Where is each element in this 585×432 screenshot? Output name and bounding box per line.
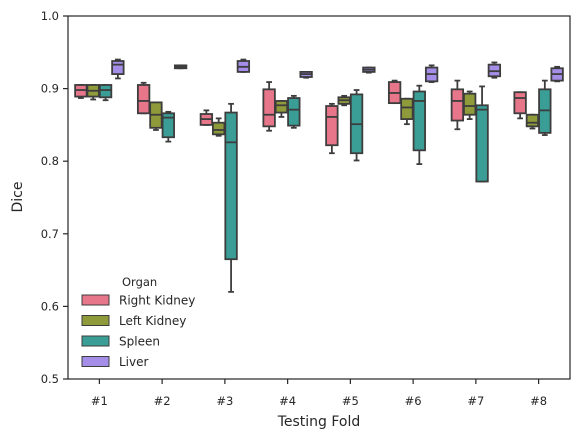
box-iqr: [98, 84, 113, 99]
x-tick-label: #7: [467, 394, 484, 408]
box: [199, 109, 214, 126]
box: [525, 113, 540, 130]
box: [299, 71, 313, 79]
y-tick-label: 0.7: [41, 227, 59, 241]
box: [262, 81, 276, 132]
box: [362, 66, 376, 74]
box: [236, 58, 251, 73]
box: [349, 89, 364, 162]
y-tick-label: 1.0: [41, 9, 59, 23]
box-iqr: [287, 97, 301, 127]
y-axis-label: Dice: [10, 182, 26, 213]
box: [287, 94, 301, 129]
plot-area: [74, 58, 564, 293]
box: [538, 79, 552, 136]
box-iqr: [463, 92, 477, 116]
box-iqr: [325, 105, 339, 147]
series-spleen: [98, 79, 552, 293]
box-iqr: [274, 100, 289, 114]
y-tick-label: 0.8: [41, 154, 59, 168]
y-tick-label: 0.9: [41, 82, 59, 96]
legend-label: Left Kidney: [119, 314, 186, 328]
box: [487, 61, 502, 79]
box: [98, 84, 113, 102]
y-tick-label: 0.6: [41, 299, 59, 313]
x-tick-label: #1: [91, 394, 108, 408]
box-iqr: [161, 112, 175, 139]
box-iqr: [136, 84, 151, 115]
x-axis-label: Testing Fold: [277, 414, 361, 430]
box: [463, 90, 477, 120]
legend-swatch: [81, 315, 110, 326]
box: [550, 65, 564, 83]
box: [400, 97, 414, 126]
x-tick-label: #6: [405, 394, 422, 408]
box: [136, 81, 151, 115]
box: [74, 84, 88, 99]
x-tick-label: #5: [342, 394, 359, 408]
legend-label: Right Kidney: [119, 294, 195, 308]
box-iqr: [111, 60, 125, 75]
box: [387, 79, 402, 105]
x-axis: #1 #2 #3 #4 #5 #6 #7 #8: [91, 379, 547, 408]
legend-label: Liver: [119, 355, 149, 369]
legend: Organ Right Kidney Left Kidney Spleen Liver: [81, 275, 195, 369]
legend-item: Right Kidney: [81, 294, 195, 308]
box-iqr: [412, 90, 426, 152]
legend-label: Spleen: [119, 335, 160, 349]
y-tick-label: 0.5: [41, 372, 59, 386]
box-iqr: [224, 111, 238, 261]
box: [513, 91, 527, 120]
box-iqr: [525, 113, 540, 128]
box-iqr: [513, 91, 527, 115]
box-iqr: [450, 88, 465, 122]
plot-frame: [67, 15, 571, 380]
box: [173, 64, 188, 70]
x-tick-label: #2: [154, 394, 171, 408]
legend-swatch: [81, 294, 110, 306]
legend-swatch: [81, 356, 110, 367]
x-tick-label: #8: [530, 394, 547, 408]
legend-item: Spleen: [81, 335, 160, 349]
x-tick-label: #4: [279, 394, 296, 408]
box-iqr: [475, 104, 489, 183]
y-axis: 0.5 0.6 0.7 0.8 0.9 1.0: [41, 9, 68, 386]
x-tick-label: #3: [216, 394, 233, 408]
box: [224, 102, 238, 293]
box: [212, 117, 226, 137]
legend-swatch: [81, 335, 110, 347]
box: [450, 79, 465, 131]
legend-item: Liver: [81, 355, 149, 369]
box: [161, 110, 175, 143]
box: [412, 84, 426, 166]
box-iqr: [262, 88, 276, 128]
box: [475, 85, 489, 183]
legend-item: Left Kidney: [81, 314, 186, 328]
box: [274, 100, 289, 118]
legend-title: Organ: [122, 275, 157, 289]
box: [325, 102, 339, 155]
series-liver: [111, 58, 564, 83]
box: [86, 84, 100, 101]
box: [111, 58, 125, 80]
series-right-kidney: [74, 79, 527, 155]
box-iqr: [212, 121, 226, 136]
box-iqr: [400, 97, 414, 120]
box: [337, 94, 351, 107]
box: [424, 64, 439, 83]
series-left-kidney: [86, 84, 540, 137]
box: [149, 101, 163, 131]
